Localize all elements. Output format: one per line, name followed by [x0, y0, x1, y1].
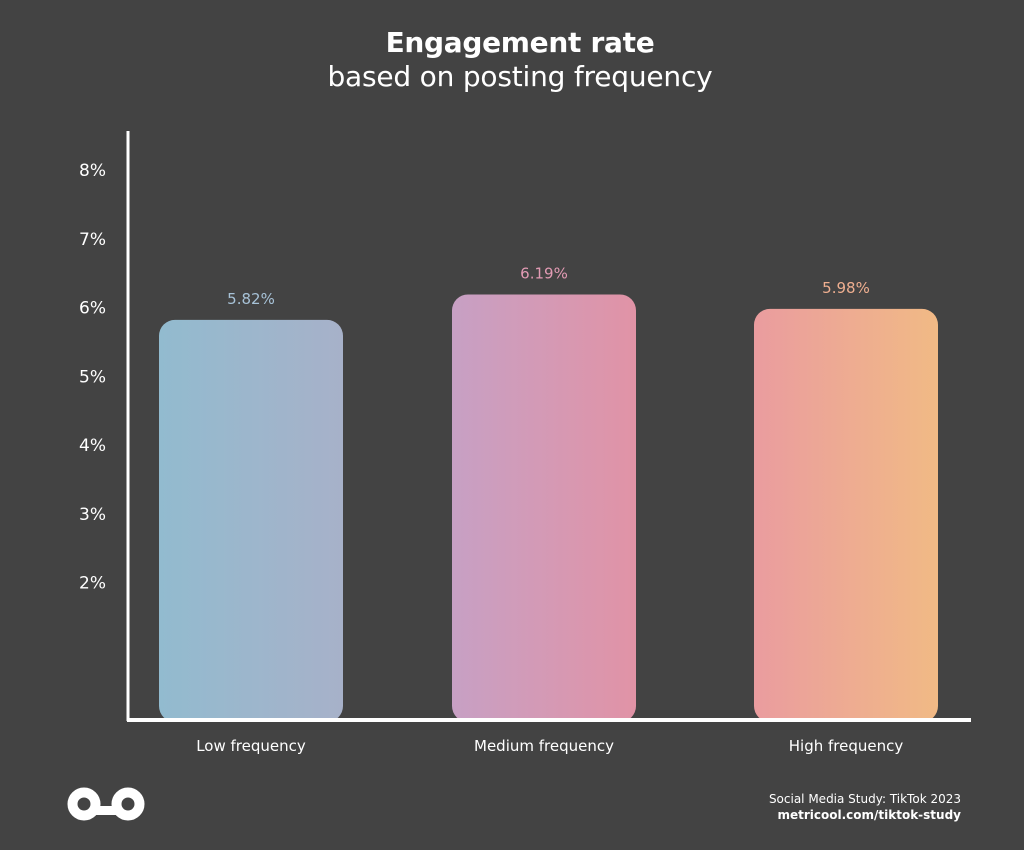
bar-low-frequency: [159, 319, 343, 722]
y-tick-label: 8%: [79, 161, 106, 181]
chart-subtitle: based on posting frequency: [327, 60, 713, 93]
bars: [159, 294, 938, 722]
footer-url-link[interactable]: metricool.com/tiktok-study: [777, 808, 961, 822]
x-tick-label: Low frequency: [196, 737, 306, 755]
y-tick-label: 2%: [79, 574, 106, 594]
logo-bridge: [92, 806, 120, 815]
y-tick-label: 6%: [79, 299, 106, 319]
value-label: 5.98%: [822, 279, 870, 297]
bar-high-frequency: [754, 308, 938, 722]
value-label: 6.19%: [520, 264, 568, 282]
logo-right-loop: [111, 787, 145, 821]
y-tick-label: 5%: [79, 367, 106, 387]
footer-study-text: Social Media Study: TikTok 2023: [768, 792, 961, 806]
y-tick-label: 3%: [79, 505, 106, 525]
metricool-logo-icon: [67, 787, 145, 821]
value-labels: 5.82% 6.19% 5.98%: [227, 264, 870, 307]
y-tick-label: 7%: [79, 230, 106, 250]
x-tick-label: Medium frequency: [474, 737, 614, 755]
value-label: 5.82%: [227, 290, 275, 308]
y-axis-ticks: 2% 3% 4% 5% 6% 7% 8%: [79, 161, 106, 594]
x-tick-label: High frequency: [789, 737, 904, 755]
x-axis-ticks: Low frequency Medium frequency High freque…: [196, 737, 903, 755]
chart-title: Engagement rate: [385, 26, 655, 59]
y-tick-label: 4%: [79, 436, 106, 456]
bar-medium-frequency: [452, 294, 636, 722]
logo-left-loop: [67, 787, 101, 821]
